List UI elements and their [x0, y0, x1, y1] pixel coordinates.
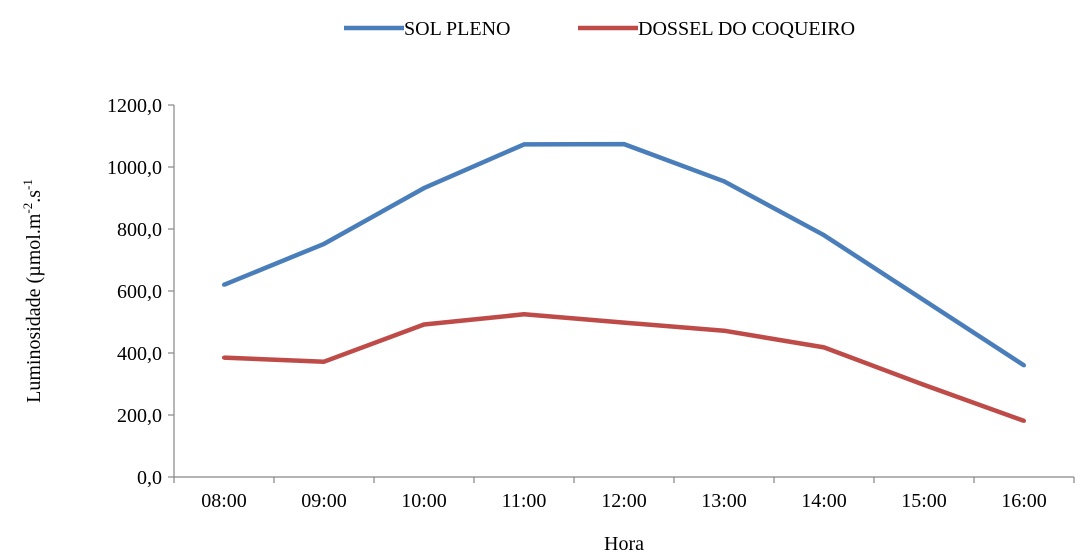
x-tick-label: 12:00 [601, 490, 647, 512]
data-point [422, 186, 426, 191]
legend: SOL PLENO DOSSEL DO COQUEIRO [344, 18, 855, 40]
data-point [322, 359, 326, 364]
x-tick-label: 09:00 [301, 490, 347, 512]
data-point [722, 328, 726, 333]
y-tick-label: 600,0 [117, 281, 162, 303]
data-point [422, 322, 426, 327]
x-axis-title: Hora [604, 533, 644, 555]
data-point [822, 345, 826, 350]
y-axis-title: Luminosidade (µmol.m-2.s-1 [20, 179, 45, 403]
x-axis: 08:00 09:00 10:00 11:00 12:00 13:00 14:00 15:00… [173, 476, 1075, 512]
data-point [622, 320, 626, 325]
series-line-sol-pleno [223, 141, 1026, 368]
data-point [822, 233, 826, 238]
legend-label: DOSSEL DO COQUEIRO [638, 18, 855, 40]
y-tick-label: 200,0 [117, 405, 162, 427]
data-point [922, 298, 926, 303]
data-point [522, 142, 526, 147]
data-point [222, 282, 226, 287]
data-point [1022, 363, 1026, 368]
y-axis-title-exp2: -1 [20, 179, 35, 190]
y-tick-label: 400,0 [117, 343, 162, 365]
x-tick-label: 10:00 [401, 490, 447, 512]
y-tick-label: 800,0 [117, 219, 162, 241]
legend-label: SOL PLENO [404, 18, 510, 40]
x-tick-label: 16:00 [1001, 490, 1047, 512]
y-axis-title-main: Luminosidade (µmol.m [23, 213, 45, 403]
data-point [622, 142, 626, 147]
y-axis: 0,0 200,0 400,0 600,0 800,0 1000,0 1200,0 [107, 95, 175, 489]
series-line-dossel-do-coqueiro [223, 312, 1025, 424]
data-point [922, 382, 926, 387]
data-point [522, 312, 526, 317]
data-point [1022, 418, 1026, 423]
x-tick-label: 14:00 [801, 490, 847, 512]
x-tick-label: 11:00 [502, 490, 547, 512]
x-tick-label: 08:00 [201, 490, 247, 512]
legend-item-sol-pleno: SOL PLENO [344, 18, 510, 40]
x-tick-label: 13:00 [701, 490, 747, 512]
y-tick-label: 0,0 [137, 467, 162, 489]
y-tick-label: 1200,0 [107, 95, 162, 117]
x-tick-label: 15:00 [901, 490, 947, 512]
data-point [722, 179, 726, 184]
y-axis-title-mid: .s [23, 190, 45, 203]
data-point [322, 241, 326, 246]
series-layer [222, 141, 1026, 424]
y-tick-label: 1000,0 [107, 157, 162, 179]
legend-item-dossel-do-coqueiro: DOSSEL DO COQUEIRO [578, 18, 855, 40]
y-axis-title-exp1: -2 [20, 203, 35, 214]
data-point [222, 355, 226, 360]
